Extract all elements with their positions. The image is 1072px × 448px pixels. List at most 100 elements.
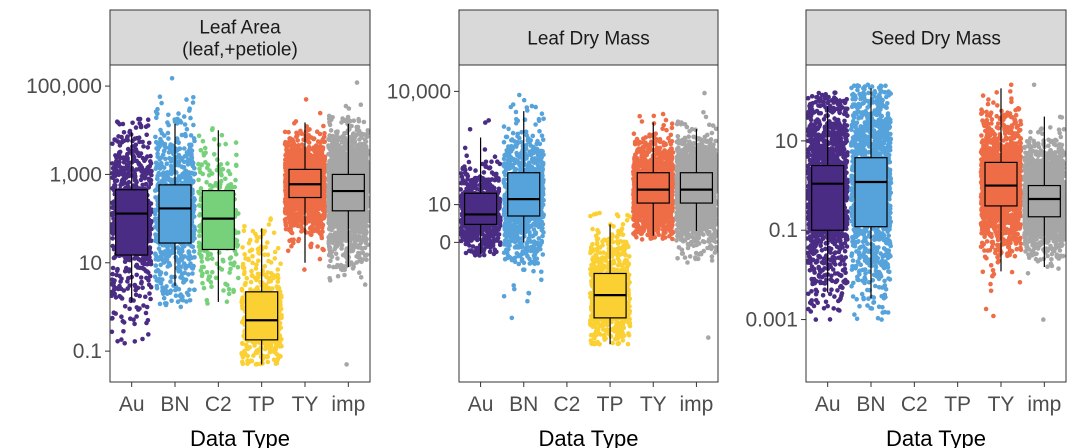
data-point bbox=[244, 275, 250, 281]
data-point bbox=[242, 224, 247, 229]
facet-panel-leaf-area: Leaf Area(leaf,+petiole)0.1101,000100,00… bbox=[26, 9, 371, 448]
data-point bbox=[241, 228, 247, 234]
data-point bbox=[110, 175, 115, 181]
data-point bbox=[248, 279, 254, 285]
data-point bbox=[187, 108, 192, 113]
data-point bbox=[287, 238, 292, 244]
data-point bbox=[111, 204, 116, 209]
data-point bbox=[294, 201, 299, 207]
data-point bbox=[191, 122, 196, 128]
data-point bbox=[218, 171, 224, 177]
data-point bbox=[333, 251, 339, 257]
data-point bbox=[296, 236, 302, 242]
data-point bbox=[183, 277, 189, 283]
data-point bbox=[160, 289, 166, 295]
data-point bbox=[317, 202, 322, 208]
data-point bbox=[173, 287, 178, 293]
data-point bbox=[112, 185, 117, 190]
data-point bbox=[247, 345, 252, 350]
data-point bbox=[142, 267, 147, 272]
data-point bbox=[305, 215, 311, 220]
data-point bbox=[225, 161, 230, 166]
data-point bbox=[187, 174, 192, 180]
data-point bbox=[141, 144, 146, 149]
data-point bbox=[216, 142, 222, 148]
data-point bbox=[305, 138, 310, 143]
data-point bbox=[139, 280, 144, 286]
data-point bbox=[157, 94, 163, 99]
data-point bbox=[249, 273, 255, 278]
data-point bbox=[192, 287, 197, 293]
data-point bbox=[145, 318, 151, 323]
data-point bbox=[306, 147, 311, 152]
data-point bbox=[224, 185, 230, 190]
data-point bbox=[145, 117, 151, 122]
data-point bbox=[160, 152, 166, 158]
data-point bbox=[163, 253, 168, 258]
data-point bbox=[117, 283, 122, 289]
data-point bbox=[140, 285, 145, 291]
data-point bbox=[322, 131, 327, 136]
data-point bbox=[166, 122, 171, 128]
data-point bbox=[144, 132, 149, 138]
data-point bbox=[239, 288, 245, 293]
data-point bbox=[235, 264, 241, 270]
data-point bbox=[255, 275, 261, 280]
data-point bbox=[153, 263, 159, 268]
data-point bbox=[265, 353, 270, 359]
data-point bbox=[145, 123, 151, 128]
data-point bbox=[189, 154, 194, 160]
data-point bbox=[159, 100, 164, 106]
data-point bbox=[154, 286, 160, 291]
data-point bbox=[204, 270, 210, 275]
data-point bbox=[311, 136, 317, 142]
data-point bbox=[155, 154, 160, 160]
data-point bbox=[134, 314, 139, 319]
data-point bbox=[116, 151, 122, 157]
data-point bbox=[191, 198, 197, 204]
data-point bbox=[143, 156, 148, 162]
data-point bbox=[176, 146, 182, 151]
data-point bbox=[357, 137, 362, 142]
data-point bbox=[149, 226, 154, 232]
data-point bbox=[158, 256, 164, 262]
data-point bbox=[119, 314, 124, 320]
data-point bbox=[112, 278, 117, 283]
data-point bbox=[275, 267, 281, 272]
data-point bbox=[158, 277, 163, 282]
data-point bbox=[266, 222, 272, 227]
data-point bbox=[326, 264, 332, 269]
data-point bbox=[167, 290, 173, 296]
data-point bbox=[346, 106, 352, 111]
data-point bbox=[322, 193, 327, 198]
data-point bbox=[155, 147, 161, 153]
data-point bbox=[124, 162, 130, 168]
data-point bbox=[200, 280, 205, 286]
data-point bbox=[268, 278, 274, 284]
data-point bbox=[210, 184, 215, 189]
data-point bbox=[146, 140, 152, 146]
data-point bbox=[205, 301, 210, 306]
data-point bbox=[224, 299, 230, 305]
data-point bbox=[197, 166, 202, 172]
data-point bbox=[197, 191, 202, 196]
data-point bbox=[287, 219, 293, 225]
data-point bbox=[265, 240, 270, 245]
data-point bbox=[116, 134, 121, 139]
data-point bbox=[189, 148, 195, 153]
data-point bbox=[160, 179, 165, 185]
data-point bbox=[217, 250, 222, 255]
data-point bbox=[189, 159, 195, 164]
data-point bbox=[247, 237, 253, 243]
data-point bbox=[197, 223, 202, 229]
data-point bbox=[190, 271, 195, 276]
data-point bbox=[190, 100, 196, 105]
data-point bbox=[270, 286, 275, 291]
data-point bbox=[268, 260, 274, 265]
data-point bbox=[184, 126, 190, 132]
data-point bbox=[137, 151, 142, 157]
data-point bbox=[126, 269, 132, 274]
data-point bbox=[149, 168, 154, 174]
data-point bbox=[335, 273, 341, 279]
data-point bbox=[263, 282, 269, 288]
